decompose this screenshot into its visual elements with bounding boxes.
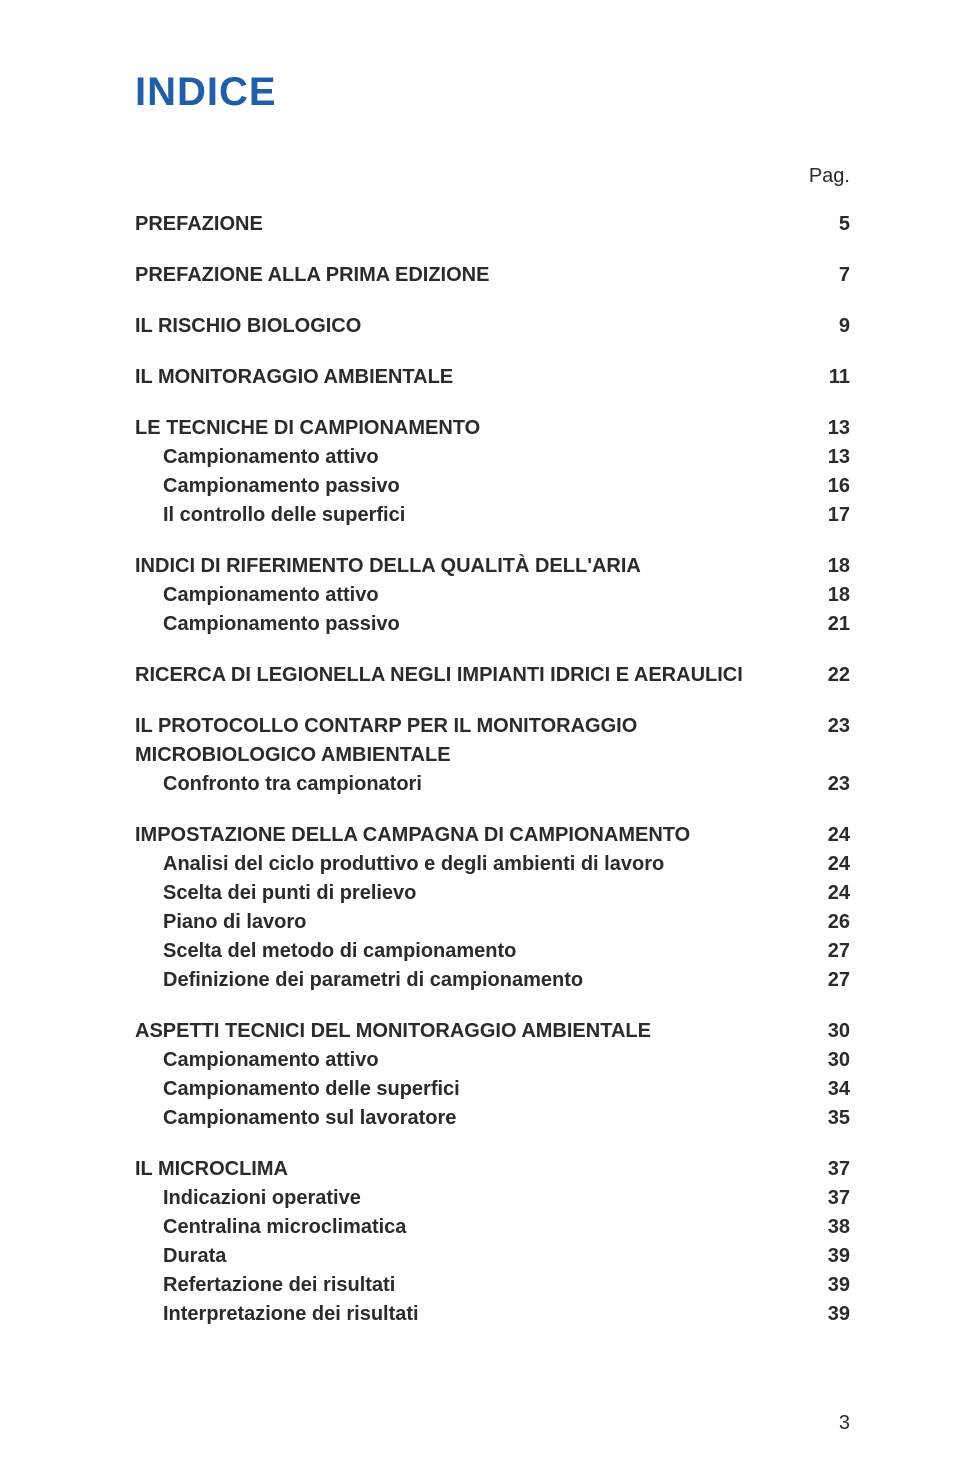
toc-item-page: 21 bbox=[810, 610, 850, 639]
toc-item-page: 30 bbox=[810, 1046, 850, 1075]
toc-heading-page: 11 bbox=[810, 363, 850, 392]
toc-heading-page: 9 bbox=[810, 312, 850, 341]
toc-item-label: Campionamento delle superfici bbox=[163, 1075, 460, 1104]
toc-item-label: Scelta dei punti di prelievo bbox=[163, 879, 416, 908]
toc-item: Campionamento attivo 18 bbox=[135, 581, 850, 610]
toc-heading-label: IMPOSTAZIONE DELLA CAMPAGNA DI CAMPIONAM… bbox=[135, 821, 690, 850]
toc-item: Interpretazione dei risultati 39 bbox=[135, 1300, 850, 1329]
toc-item-page: 26 bbox=[810, 908, 850, 937]
toc-item: Campionamento passivo 21 bbox=[135, 610, 850, 639]
toc-item: Campionamento attivo 13 bbox=[135, 443, 850, 472]
toc-item-page: 38 bbox=[810, 1213, 850, 1242]
toc-page: INDICE Pag. PREFAZIONE 5 PREFAZIONE ALLA P… bbox=[0, 0, 960, 1329]
toc-item-label: Campionamento attivo bbox=[163, 1046, 379, 1075]
toc-item: Analisi del ciclo produttivo e degli amb… bbox=[135, 850, 850, 879]
toc-heading: LE TECNICHE DI CAMPIONAMENTO 13 bbox=[135, 414, 850, 443]
toc-item-page: 35 bbox=[810, 1104, 850, 1133]
toc-heading-page: 30 bbox=[810, 1017, 850, 1046]
toc-heading: IL MONITORAGGIO AMBIENTALE 11 bbox=[135, 363, 850, 392]
toc-item-label: Scelta del metodo di campionamento bbox=[163, 937, 516, 966]
toc-heading: IL PROTOCOLLO CONTARP PER IL MONITORAGGI… bbox=[135, 712, 850, 770]
toc-item: Il controllo delle superfici 17 bbox=[135, 501, 850, 530]
toc-heading-page: 37 bbox=[810, 1155, 850, 1184]
toc-item: Campionamento delle superfici 34 bbox=[135, 1075, 850, 1104]
toc-heading-page: 22 bbox=[810, 661, 850, 690]
toc-heading-page: 13 bbox=[810, 414, 850, 443]
toc-item-page: 17 bbox=[810, 501, 850, 530]
toc-heading: IL RISCHIO BIOLOGICO 9 bbox=[135, 312, 850, 341]
toc-item-label: Campionamento passivo bbox=[163, 472, 400, 501]
toc-item-label: Il controllo delle superfici bbox=[163, 501, 405, 530]
toc-item-page: 13 bbox=[810, 443, 850, 472]
toc-item-label: Durata bbox=[163, 1242, 226, 1271]
toc-heading-label: ASPETTI TECNICI DEL MONITORAGGIO AMBIENT… bbox=[135, 1017, 651, 1046]
toc-heading-label: PREFAZIONE bbox=[135, 210, 263, 239]
toc-heading-page: 5 bbox=[810, 210, 850, 239]
toc-heading-label: IL MICROCLIMA bbox=[135, 1155, 288, 1184]
toc-heading: INDICI DI RIFERIMENTO DELLA QUALITÀ DELL… bbox=[135, 552, 850, 581]
toc-item-label: Interpretazione dei risultati bbox=[163, 1300, 419, 1329]
toc-list: PREFAZIONE 5 PREFAZIONE ALLA PRIMA EDIZION… bbox=[135, 210, 850, 1329]
toc-item-page: 23 bbox=[810, 770, 850, 799]
toc-item-page: 24 bbox=[810, 879, 850, 908]
toc-item: Centralina microclimatica 38 bbox=[135, 1213, 850, 1242]
toc-heading: IMPOSTAZIONE DELLA CAMPAGNA DI CAMPIONAM… bbox=[135, 821, 850, 850]
toc-item-page: 18 bbox=[810, 581, 850, 610]
toc-item-label: Campionamento passivo bbox=[163, 610, 400, 639]
toc-heading-page: 24 bbox=[810, 821, 850, 850]
toc-item: Refertazione dei risultati 39 bbox=[135, 1271, 850, 1300]
toc-heading-label: IL MONITORAGGIO AMBIENTALE bbox=[135, 363, 453, 392]
toc-item: Scelta dei punti di prelievo 24 bbox=[135, 879, 850, 908]
toc-heading-label: IL PROTOCOLLO CONTARP PER IL MONITORAGGI… bbox=[135, 712, 810, 770]
toc-item-label: Definizione dei parametri di campionamen… bbox=[163, 966, 583, 995]
toc-item-page: 37 bbox=[810, 1184, 850, 1213]
toc-item-page: 16 bbox=[810, 472, 850, 501]
toc-item-page: 27 bbox=[810, 966, 850, 995]
toc-item-label: Campionamento attivo bbox=[163, 581, 379, 610]
toc-heading-label: PREFAZIONE ALLA PRIMA EDIZIONE bbox=[135, 261, 489, 290]
toc-item-page: 39 bbox=[810, 1242, 850, 1271]
toc-item-label: Refertazione dei risultati bbox=[163, 1271, 395, 1300]
toc-item-label: Analisi del ciclo produttivo e degli amb… bbox=[163, 850, 664, 879]
toc-item: Durata 39 bbox=[135, 1242, 850, 1271]
toc-item: Scelta del metodo di campionamento 27 bbox=[135, 937, 850, 966]
toc-item-label: Centralina microclimatica bbox=[163, 1213, 406, 1242]
toc-item-label: Indicazioni operative bbox=[163, 1184, 361, 1213]
footer-page-number: 3 bbox=[839, 1412, 850, 1435]
toc-heading: ASPETTI TECNICI DEL MONITORAGGIO AMBIENT… bbox=[135, 1017, 850, 1046]
toc-item: Definizione dei parametri di campionamen… bbox=[135, 966, 850, 995]
toc-heading-label: IL RISCHIO BIOLOGICO bbox=[135, 312, 361, 341]
toc-heading-page: 23 bbox=[810, 712, 850, 741]
toc-heading: RICERCA DI LEGIONELLA NEGLI IMPIANTI IDR… bbox=[135, 661, 850, 690]
page-title: INDICE bbox=[135, 70, 850, 115]
toc-item-page: 27 bbox=[810, 937, 850, 966]
toc-item-label: Campionamento attivo bbox=[163, 443, 379, 472]
toc-item: Piano di lavoro 26 bbox=[135, 908, 850, 937]
toc-item-label: Campionamento sul lavoratore bbox=[163, 1104, 456, 1133]
toc-item-page: 39 bbox=[810, 1271, 850, 1300]
toc-item-label: Confronto tra campionatori bbox=[163, 770, 422, 799]
toc-item-page: 24 bbox=[810, 850, 850, 879]
toc-item: Indicazioni operative 37 bbox=[135, 1184, 850, 1213]
toc-heading-page: 7 bbox=[810, 261, 850, 290]
toc-heading-label: LE TECNICHE DI CAMPIONAMENTO bbox=[135, 414, 480, 443]
toc-heading-page: 18 bbox=[810, 552, 850, 581]
toc-heading-label: INDICI DI RIFERIMENTO DELLA QUALITÀ DELL… bbox=[135, 552, 641, 581]
toc-item: Campionamento attivo 30 bbox=[135, 1046, 850, 1075]
toc-heading-label: RICERCA DI LEGIONELLA NEGLI IMPIANTI IDR… bbox=[135, 661, 743, 690]
toc-item: Campionamento sul lavoratore 35 bbox=[135, 1104, 850, 1133]
toc-item-page: 39 bbox=[810, 1300, 850, 1329]
toc-heading: IL MICROCLIMA 37 bbox=[135, 1155, 850, 1184]
page-column-label: Pag. bbox=[135, 165, 850, 188]
toc-heading: PREFAZIONE 5 bbox=[135, 210, 850, 239]
toc-item: Campionamento passivo 16 bbox=[135, 472, 850, 501]
toc-item-page: 34 bbox=[810, 1075, 850, 1104]
toc-item-label: Piano di lavoro bbox=[163, 908, 306, 937]
toc-item: Confronto tra campionatori 23 bbox=[135, 770, 850, 799]
toc-heading: PREFAZIONE ALLA PRIMA EDIZIONE 7 bbox=[135, 261, 850, 290]
